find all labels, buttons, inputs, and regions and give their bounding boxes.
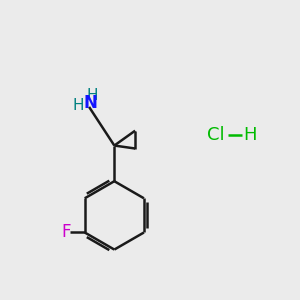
Text: F: F xyxy=(61,224,71,242)
Text: Cl: Cl xyxy=(207,126,224,144)
Text: H: H xyxy=(73,98,84,113)
Text: H: H xyxy=(243,126,256,144)
Text: H: H xyxy=(87,88,98,103)
Text: N: N xyxy=(84,94,98,112)
